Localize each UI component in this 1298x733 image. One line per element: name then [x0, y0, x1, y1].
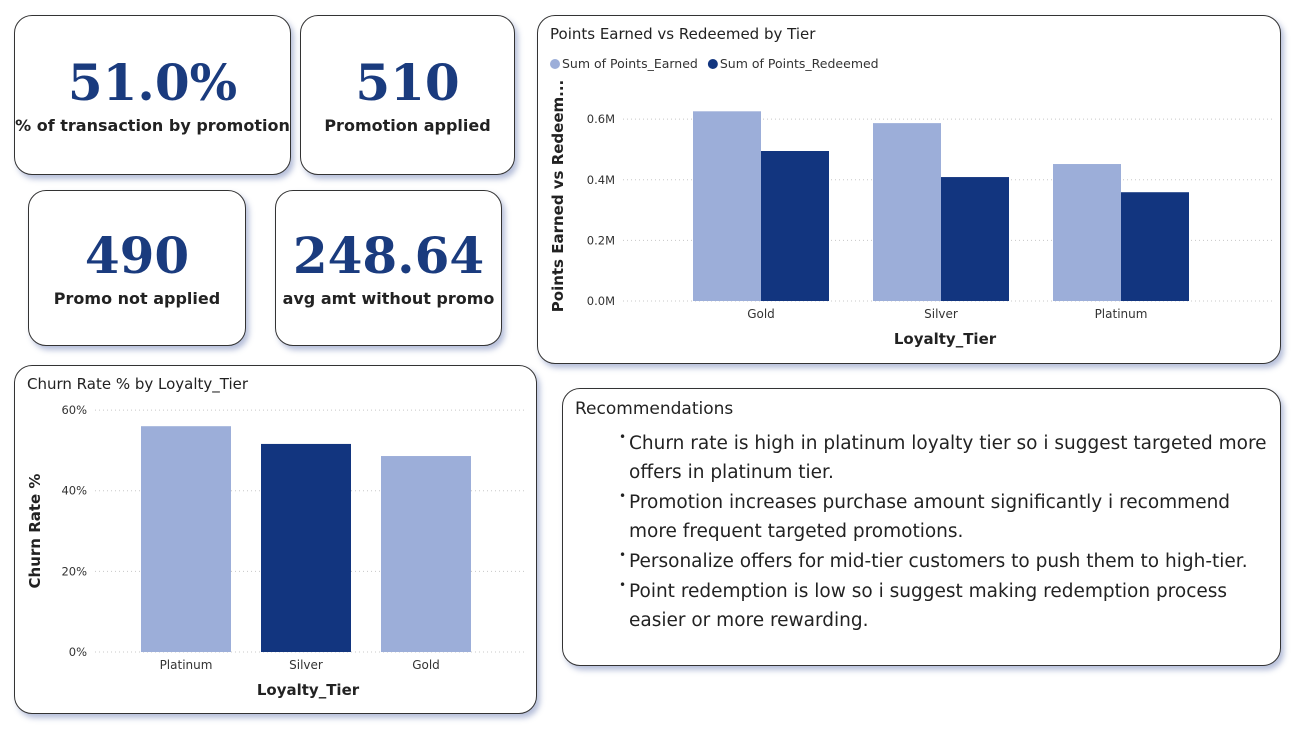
recommendations-panel: Recommendations Churn rate is high in pl… [562, 388, 1281, 666]
chart-panel: Churn Rate % by Loyalty_Tier 0% 20% 40% 60% L… [14, 365, 537, 714]
y-tick-label: 60% [61, 403, 87, 417]
kpi-label: % of transaction by promotion [15, 116, 290, 135]
kpi-label: Promotion applied [324, 116, 491, 135]
recommendation-item: Promotion increases purchase amount sign… [619, 482, 1270, 546]
recommendation-item: Personalize offers for mid-tier customer… [619, 541, 1270, 576]
legend-label: Sum of Points_Redeemed [720, 56, 879, 71]
kpi-value: 51.0% [67, 53, 238, 112]
recommendation-item: Point redemption is low so i suggest mak… [619, 571, 1270, 635]
y-axis-title: Churn Rate % [26, 474, 44, 589]
bar [693, 111, 761, 301]
chart: Churn Rate % by Loyalty_Tier 0% 20% 40% 60% L… [26, 375, 525, 699]
kpi-label: avg amt without promo [282, 289, 495, 308]
bar [381, 456, 471, 652]
x-tick-label: Platinum [160, 658, 213, 672]
bar [1121, 192, 1189, 301]
bar [141, 426, 231, 652]
bar [873, 123, 941, 301]
y-tick-label: 0.0M [587, 294, 615, 308]
chart-panel: Points Earned vs Redeemed by Tier 0.0M 0.2… [537, 15, 1281, 364]
legend-marker [550, 59, 560, 69]
kpi-card: 490 Promo not applied [28, 190, 246, 346]
x-tick-label: Gold [412, 658, 440, 672]
x-tick-label: Platinum [1095, 307, 1148, 321]
y-tick-label: 20% [61, 564, 87, 578]
x-tick-label: Silver [289, 658, 323, 672]
chart: Points Earned vs Redeemed by Tier 0.0M 0.2… [549, 25, 1273, 348]
bar [261, 443, 351, 652]
x-axis-title: Loyalty_Tier [257, 681, 360, 699]
legend-marker [707, 59, 718, 69]
x-tick-label: Silver [924, 307, 958, 321]
kpi-value: 248.64 [292, 226, 485, 285]
chart-title: Churn Rate % by Loyalty_Tier [27, 375, 249, 394]
y-tick-label: 0.6M [587, 112, 615, 126]
recommendations-title: Recommendations [575, 399, 734, 419]
bar [941, 177, 1009, 301]
y-tick-label: 0.4M [587, 173, 615, 187]
kpi-card: 510 Promotion applied [300, 15, 515, 175]
recommendation-item: Churn rate is high in platinum loyalty t… [619, 423, 1270, 487]
bar [761, 151, 829, 301]
kpi-value: 510 [355, 53, 460, 112]
kpi-card: 248.64 avg amt without promo [275, 190, 502, 346]
y-tick-label: 0% [69, 645, 87, 659]
kpi-card: 51.0% % of transaction by promotion [14, 15, 291, 175]
legend-label: Sum of Points_Earned [562, 56, 698, 71]
recommendations-list: Churn rate is high in platinum loyalty t… [619, 423, 1270, 636]
kpi-value: 490 [84, 226, 190, 285]
y-tick-label: 40% [61, 484, 87, 498]
chart-title: Points Earned vs Redeemed by Tier [550, 25, 816, 43]
y-tick-label: 0.2M [587, 233, 615, 247]
x-axis-title: Loyalty_Tier [894, 330, 997, 348]
kpi-label: Promo not applied [53, 289, 221, 308]
x-tick-label: Gold [747, 307, 775, 321]
bar [1053, 164, 1121, 301]
y-axis-title: Points Earned vs Redeem... [549, 80, 567, 312]
